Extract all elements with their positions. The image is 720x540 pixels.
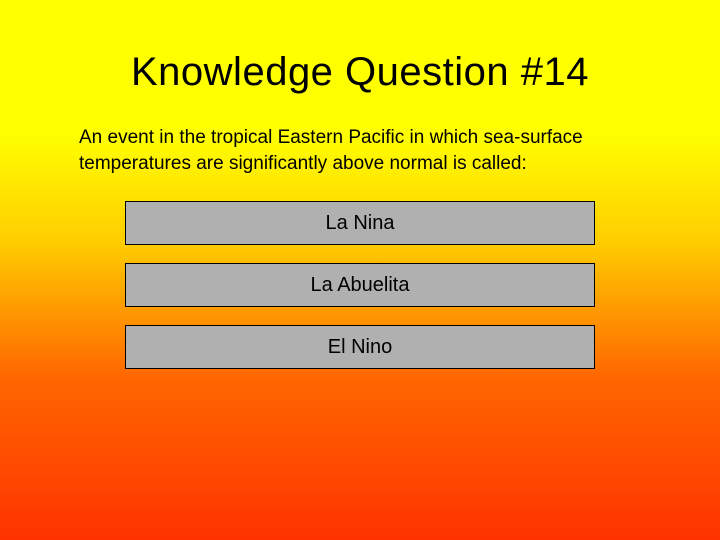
answer-option-3[interactable]: El Nino [125, 325, 595, 369]
answer-option-1[interactable]: La Nina [125, 201, 595, 245]
question-text: An event in the tropical Eastern Pacific… [75, 125, 645, 176]
quiz-slide: Knowledge Question #14 An event in the t… [0, 0, 720, 369]
question-title: Knowledge Question #14 [75, 50, 645, 95]
answer-option-2[interactable]: La Abuelita [125, 263, 595, 307]
answer-list: La Nina La Abuelita El Nino [75, 201, 645, 369]
